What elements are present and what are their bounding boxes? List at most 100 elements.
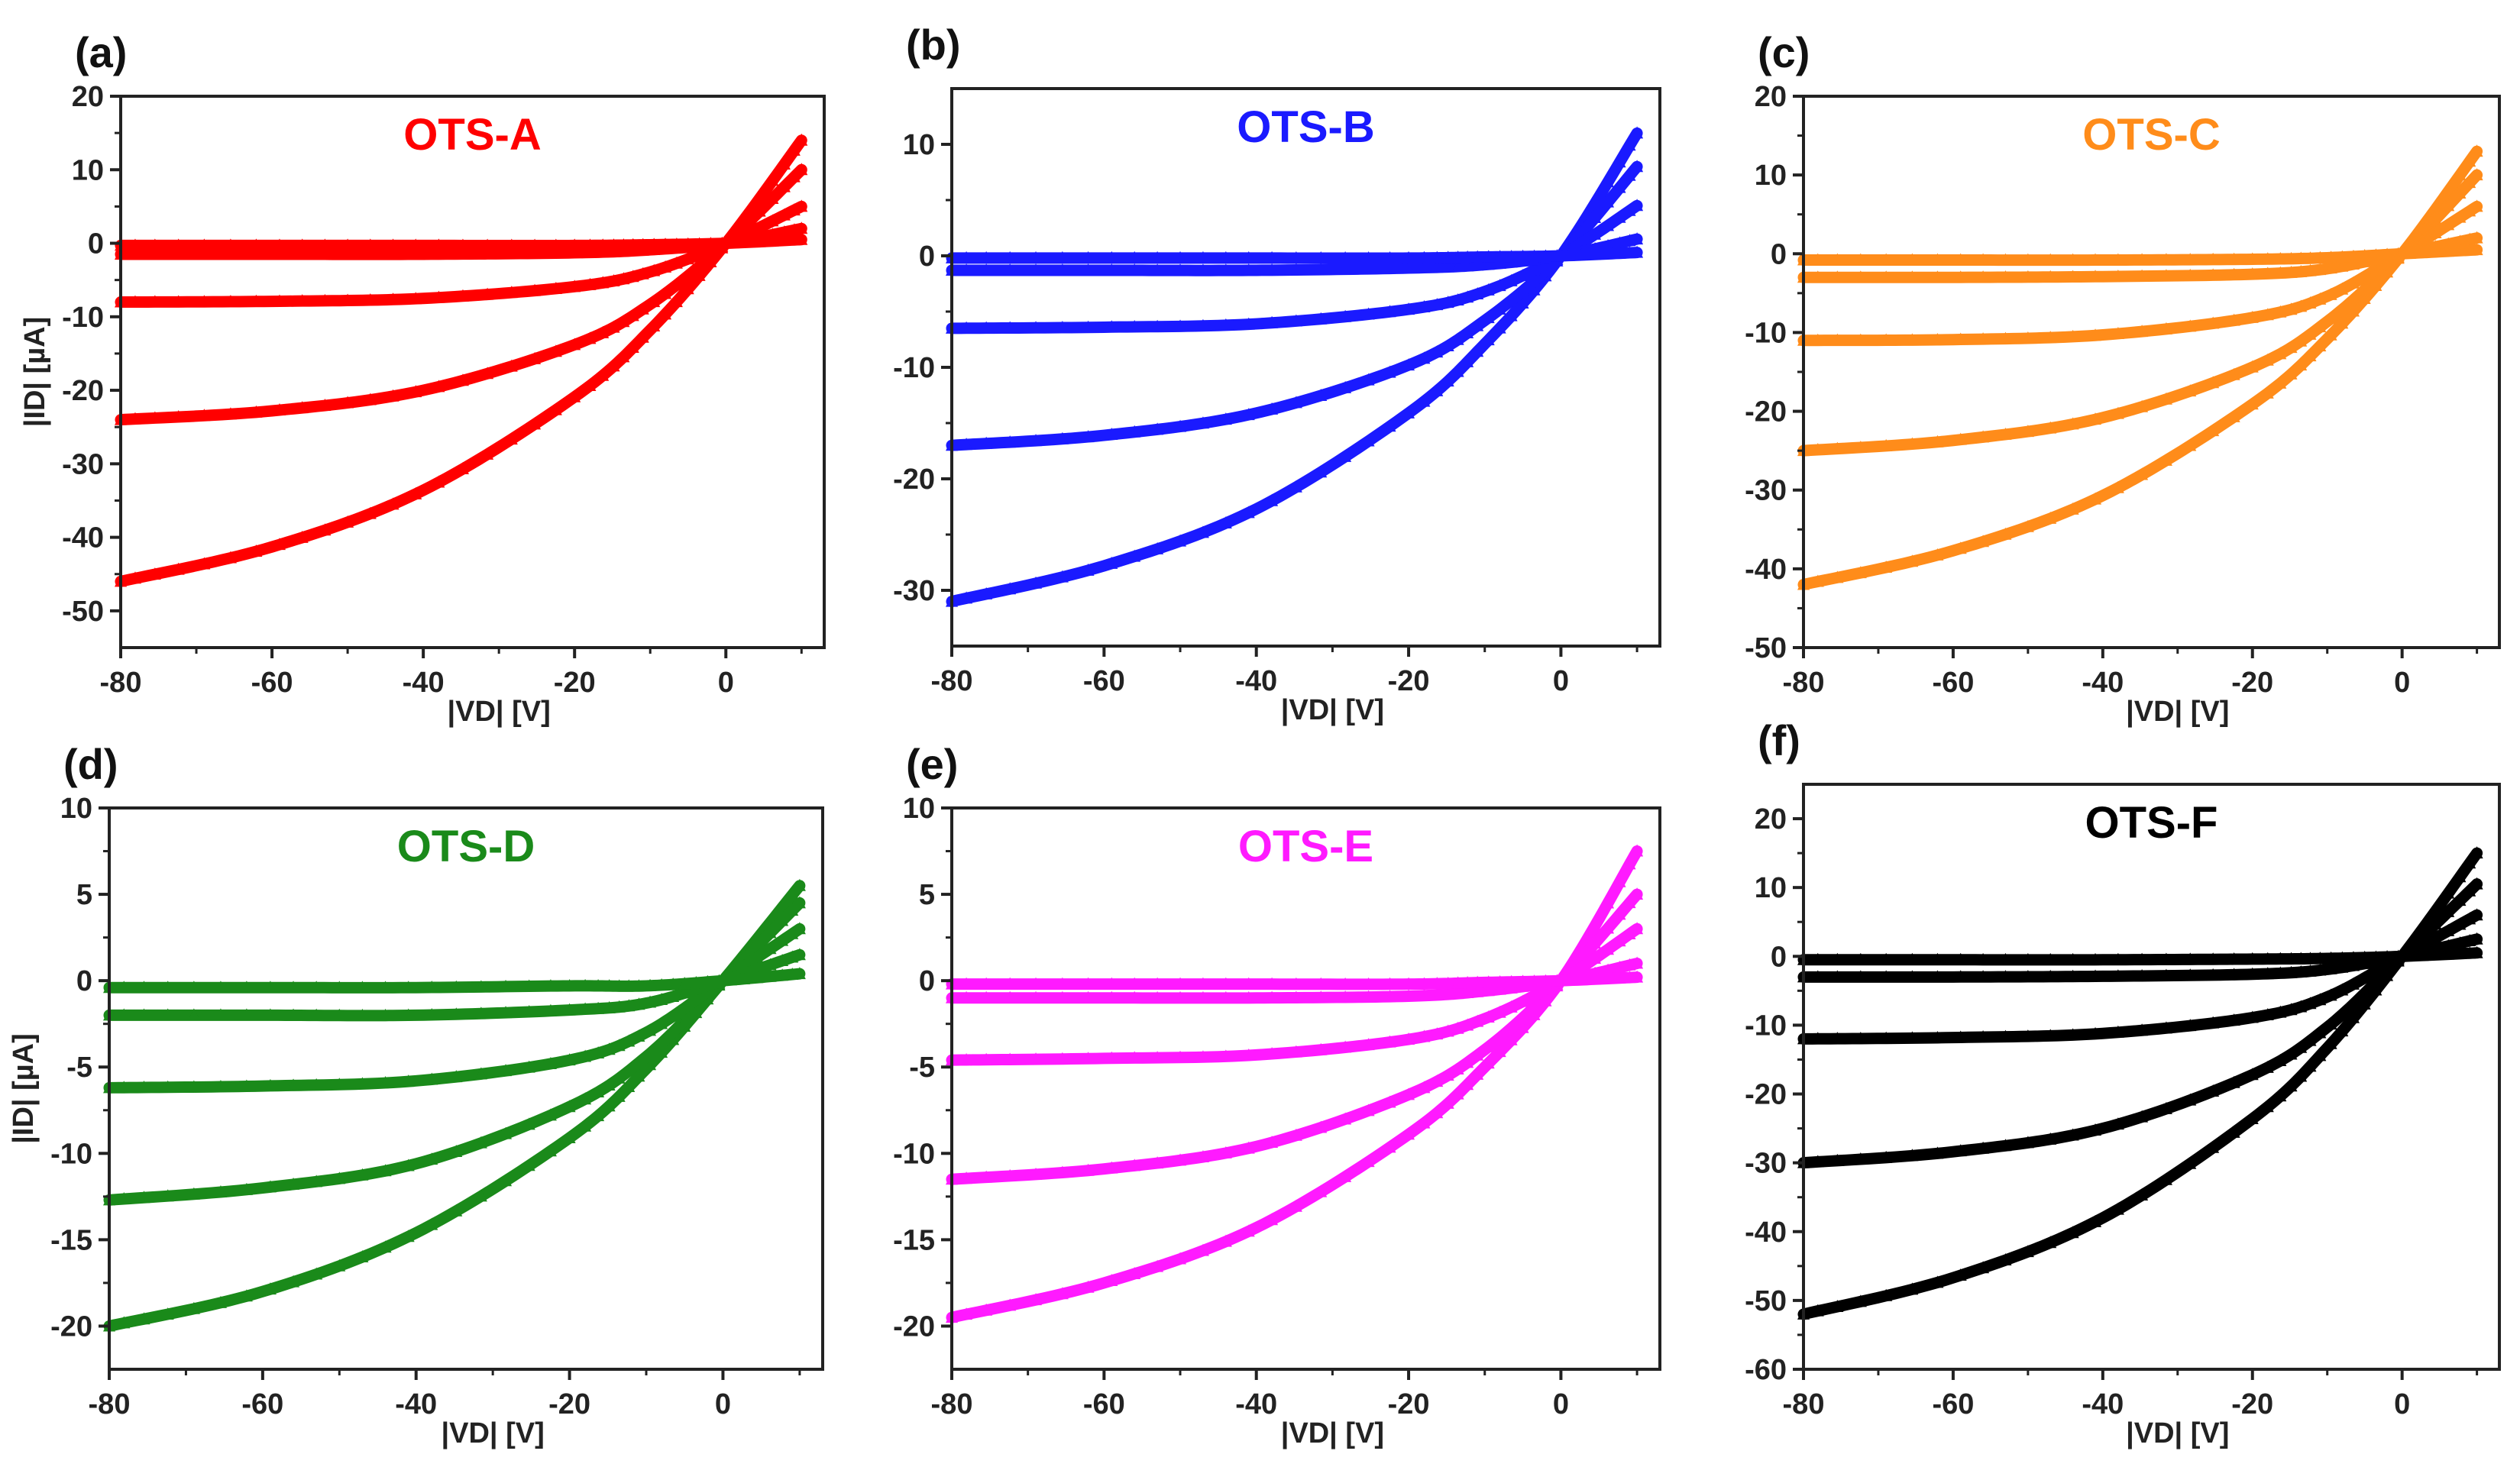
series-marker <box>1451 364 1464 377</box>
series-marker <box>187 1301 200 1314</box>
series-marker <box>1880 1031 1893 1044</box>
series-marker <box>1242 250 1255 263</box>
series-marker <box>2454 234 2467 247</box>
series-marker <box>753 204 766 217</box>
series-marker <box>2370 975 2383 988</box>
series-marker <box>2089 952 2102 965</box>
series-marker <box>161 1080 174 1093</box>
series-marker <box>795 163 808 176</box>
series-marker <box>2285 965 2298 978</box>
series-marker <box>2470 932 2483 945</box>
series-marker <box>2136 968 2149 981</box>
series-marker <box>2470 168 2483 181</box>
y-axis-label: |ID| [µA] <box>19 317 51 427</box>
series-marker <box>2111 952 2124 965</box>
series-marker <box>1831 970 1844 983</box>
series-marker <box>704 237 717 250</box>
series-marker <box>2470 243 2483 256</box>
series-marker <box>2358 986 2371 999</box>
series-marker <box>224 295 237 308</box>
series-marker <box>1105 1161 1118 1174</box>
series-marker <box>584 277 597 290</box>
x-tick-label: 0 <box>718 667 734 699</box>
series-marker <box>529 246 542 259</box>
series-marker <box>481 247 494 260</box>
series-marker <box>1082 320 1095 333</box>
series-marker <box>1516 269 1529 282</box>
series-marker <box>632 1055 645 1068</box>
series-marker <box>379 981 392 994</box>
series-marker <box>2089 1123 2102 1136</box>
series-marker <box>1242 1048 1255 1061</box>
series-marker <box>2184 438 2197 451</box>
series-marker <box>2261 1008 2274 1021</box>
series-marker <box>1004 990 1017 1003</box>
series-marker <box>1402 1127 1415 1140</box>
series-marker <box>655 993 668 1006</box>
series-marker <box>579 978 592 991</box>
series-marker <box>1219 318 1232 331</box>
series-marker <box>2184 384 2197 397</box>
series-marker <box>1471 1048 1484 1061</box>
series-marker <box>1030 263 1043 276</box>
x-tick-label: -40 <box>1235 665 1277 697</box>
x-tick-label: -40 <box>2082 1388 2124 1420</box>
series-marker <box>1004 250 1017 263</box>
series-marker <box>1315 263 1328 276</box>
series-marker <box>636 302 649 315</box>
series-marker <box>341 238 354 251</box>
series-marker <box>1339 380 1352 393</box>
series-marker <box>579 1049 592 1062</box>
series-marker <box>1831 952 1844 965</box>
plot-frame <box>950 806 1661 1371</box>
series-marker <box>1516 994 1529 1007</box>
series-marker <box>1082 430 1095 443</box>
series-marker <box>1977 1030 1990 1043</box>
series-marker <box>2207 952 2220 965</box>
series-marker <box>2021 970 2034 983</box>
series-marker <box>597 325 610 338</box>
series-marker <box>1602 971 1615 984</box>
y-tick-label: -20 <box>50 1310 92 1343</box>
series-marker <box>2184 319 2197 332</box>
x-tick-label: -20 <box>548 1388 590 1420</box>
series-marker <box>960 438 973 451</box>
series-marker <box>287 1008 300 1021</box>
x-tick-label: -60 <box>1083 1388 1125 1420</box>
series-marker <box>1441 987 1454 1000</box>
series-marker <box>1631 922 1644 935</box>
series-marker <box>2314 292 2327 305</box>
series-marker <box>632 1069 645 1082</box>
series-marker <box>1482 311 1495 324</box>
series-marker <box>693 259 706 272</box>
series-marker <box>1289 396 1302 409</box>
series-marker <box>2227 968 2240 981</box>
series-marker <box>296 247 309 260</box>
series-marker <box>1030 1293 1043 1306</box>
series-marker <box>2246 360 2259 373</box>
series-marker <box>2159 952 2172 965</box>
series-marker <box>1931 435 1944 448</box>
series-marker <box>1431 1027 1444 1040</box>
series-marker <box>214 981 227 994</box>
series-marker <box>1266 493 1279 506</box>
series-marker <box>1516 249 1529 262</box>
series-marker <box>333 1259 346 1272</box>
series-marker <box>2470 199 2483 212</box>
series-marker <box>1339 1112 1352 1125</box>
series-marker <box>1602 175 1615 188</box>
series-marker <box>1128 425 1141 438</box>
series-marker <box>240 981 253 994</box>
series-marker <box>1056 321 1069 334</box>
series-marker <box>613 1089 626 1102</box>
series-marker <box>1461 986 1474 999</box>
series-marker <box>1831 570 1844 583</box>
series-marker <box>1589 227 1602 240</box>
series-marker <box>505 432 518 445</box>
series-marker <box>980 250 993 263</box>
series-marker <box>786 903 799 916</box>
series-marker <box>1999 253 2012 266</box>
series-marker <box>529 283 542 296</box>
x-axis-label: |VD| [V] <box>2126 696 2229 728</box>
series-marker <box>670 237 683 250</box>
